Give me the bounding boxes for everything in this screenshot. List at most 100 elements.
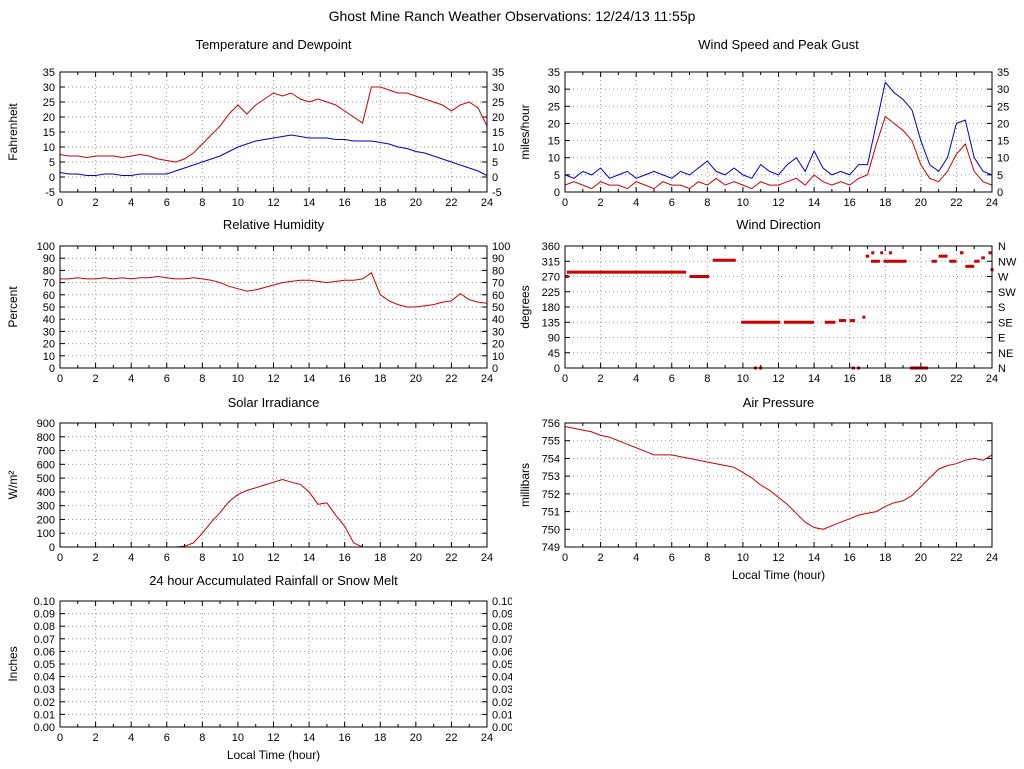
svg-text:20: 20 [915, 552, 927, 564]
svg-text:24: 24 [481, 552, 493, 564]
svg-text:6: 6 [669, 197, 675, 209]
svg-text:16: 16 [844, 197, 856, 209]
svg-text:360: 360 [542, 241, 560, 253]
svg-text:0: 0 [554, 363, 560, 375]
svg-text:20: 20 [548, 118, 560, 130]
svg-text:0.04: 0.04 [34, 672, 55, 684]
svg-text:10: 10 [492, 351, 504, 363]
svg-text:10: 10 [43, 142, 55, 154]
svg-text:0: 0 [49, 172, 55, 184]
svg-text:754: 754 [542, 453, 560, 465]
svg-text:0.01: 0.01 [34, 709, 55, 721]
svg-text:14: 14 [808, 552, 820, 564]
svg-text:70: 70 [492, 278, 504, 290]
svg-text:0: 0 [57, 197, 63, 209]
svg-text:0.07: 0.07 [34, 634, 55, 646]
page-title: Ghost Mine Ranch Weather Observations: 1… [328, 8, 696, 24]
svg-text:0: 0 [57, 373, 63, 385]
svg-text:600: 600 [37, 459, 55, 471]
svg-text:16: 16 [844, 552, 856, 564]
pressure-plot: 0 2 4 6 8 10 12 14 16 18 20 22 247497507517527537547… [518, 418, 998, 582]
svg-text:2: 2 [598, 373, 604, 385]
svg-text:22: 22 [445, 197, 457, 209]
svg-text:8: 8 [199, 732, 205, 744]
svg-text:25: 25 [548, 101, 560, 113]
svg-text:30: 30 [43, 326, 55, 338]
svg-text:12: 12 [772, 197, 784, 209]
svg-text:6: 6 [164, 552, 170, 564]
svg-text:70: 70 [43, 278, 55, 290]
svg-text:20: 20 [492, 339, 504, 351]
svg-text:35: 35 [492, 67, 504, 79]
svg-text:0: 0 [554, 187, 560, 199]
svg-text:0.04: 0.04 [492, 672, 512, 684]
svg-text:12: 12 [772, 552, 784, 564]
svg-text:0: 0 [492, 172, 498, 184]
svg-text:4: 4 [128, 373, 134, 385]
svg-text:0.00: 0.00 [492, 722, 512, 734]
svg-text:18: 18 [374, 197, 386, 209]
svg-text:20: 20 [410, 732, 422, 744]
svg-text:8: 8 [704, 373, 710, 385]
svg-text:80: 80 [43, 265, 55, 277]
chart-title: Wind Speed and Peak Gust [698, 37, 859, 52]
svg-text:0: 0 [49, 542, 55, 554]
svg-text:100: 100 [37, 528, 55, 540]
svg-text:degrees: degrees [518, 285, 532, 328]
svg-text:752: 752 [542, 489, 560, 501]
wind-direction-plot: 0 2 4 6 8 10 12 14 16 18 20 22 240459013518022527031… [518, 241, 1017, 385]
svg-text:22: 22 [445, 732, 457, 744]
svg-text:Local Time (hour): Local Time (hour) [732, 568, 825, 582]
svg-text:16: 16 [844, 373, 856, 385]
svg-text:10: 10 [232, 373, 244, 385]
svg-text:22: 22 [950, 552, 962, 564]
svg-text:0.00: 0.00 [34, 722, 55, 734]
rainfall-plot: 0 2 4 6 8 10 12 14 16 18 20 22 240.00 0.000.01 0.010.0… [6, 596, 513, 762]
svg-text:14: 14 [303, 197, 315, 209]
svg-text:8: 8 [704, 552, 710, 564]
chart-wind-direction: Wind Direction 0 2 4 6 8 10 12 14 16 18 20 22 24 0 45 9… [516, 216, 1020, 391]
svg-text:5: 5 [49, 157, 55, 169]
svg-text:8: 8 [199, 552, 205, 564]
svg-text:50: 50 [43, 302, 55, 314]
chart-wind-speed: Wind Speed and Peak Gust 0 2 4 6 8 10 12 14 16 18… [516, 36, 1020, 217]
svg-text:16: 16 [339, 373, 351, 385]
svg-text:Percent: Percent [6, 286, 20, 328]
svg-text:2: 2 [93, 552, 99, 564]
svg-text:60: 60 [492, 290, 504, 302]
svg-text:35: 35 [997, 67, 1009, 79]
svg-text:0.05: 0.05 [492, 659, 512, 671]
chart-title: Air Pressure [742, 395, 815, 410]
svg-text:14: 14 [808, 373, 820, 385]
svg-text:12: 12 [772, 373, 784, 385]
svg-text:90: 90 [492, 253, 504, 265]
svg-text:-5: -5 [45, 187, 55, 199]
svg-text:135: 135 [542, 317, 560, 329]
svg-text:6: 6 [669, 373, 675, 385]
svg-text:18: 18 [374, 732, 386, 744]
svg-text:6: 6 [164, 732, 170, 744]
svg-text:753: 753 [542, 471, 560, 483]
svg-text:4: 4 [633, 197, 639, 209]
svg-text:5: 5 [997, 170, 1003, 182]
svg-text:0: 0 [492, 363, 498, 375]
svg-text:30: 30 [492, 82, 504, 94]
chart-title: Temperature and Dewpoint [195, 37, 352, 52]
svg-text:10: 10 [737, 552, 749, 564]
svg-text:35: 35 [548, 67, 560, 79]
chart-temperature-dewpoint: Temperature and Dewpoint 0 2 4 6 8 10 12 14 16 18… [4, 36, 512, 217]
svg-text:12: 12 [267, 197, 279, 209]
svg-text:16: 16 [339, 197, 351, 209]
svg-text:30: 30 [43, 82, 55, 94]
svg-text:15: 15 [997, 136, 1009, 148]
chart-title: Relative Humidity [222, 217, 325, 232]
svg-text:2: 2 [93, 373, 99, 385]
svg-text:60: 60 [43, 290, 55, 302]
svg-text:200: 200 [37, 514, 55, 526]
svg-text:80: 80 [492, 265, 504, 277]
svg-text:180: 180 [542, 302, 560, 314]
svg-text:22: 22 [445, 552, 457, 564]
svg-text:4: 4 [128, 552, 134, 564]
